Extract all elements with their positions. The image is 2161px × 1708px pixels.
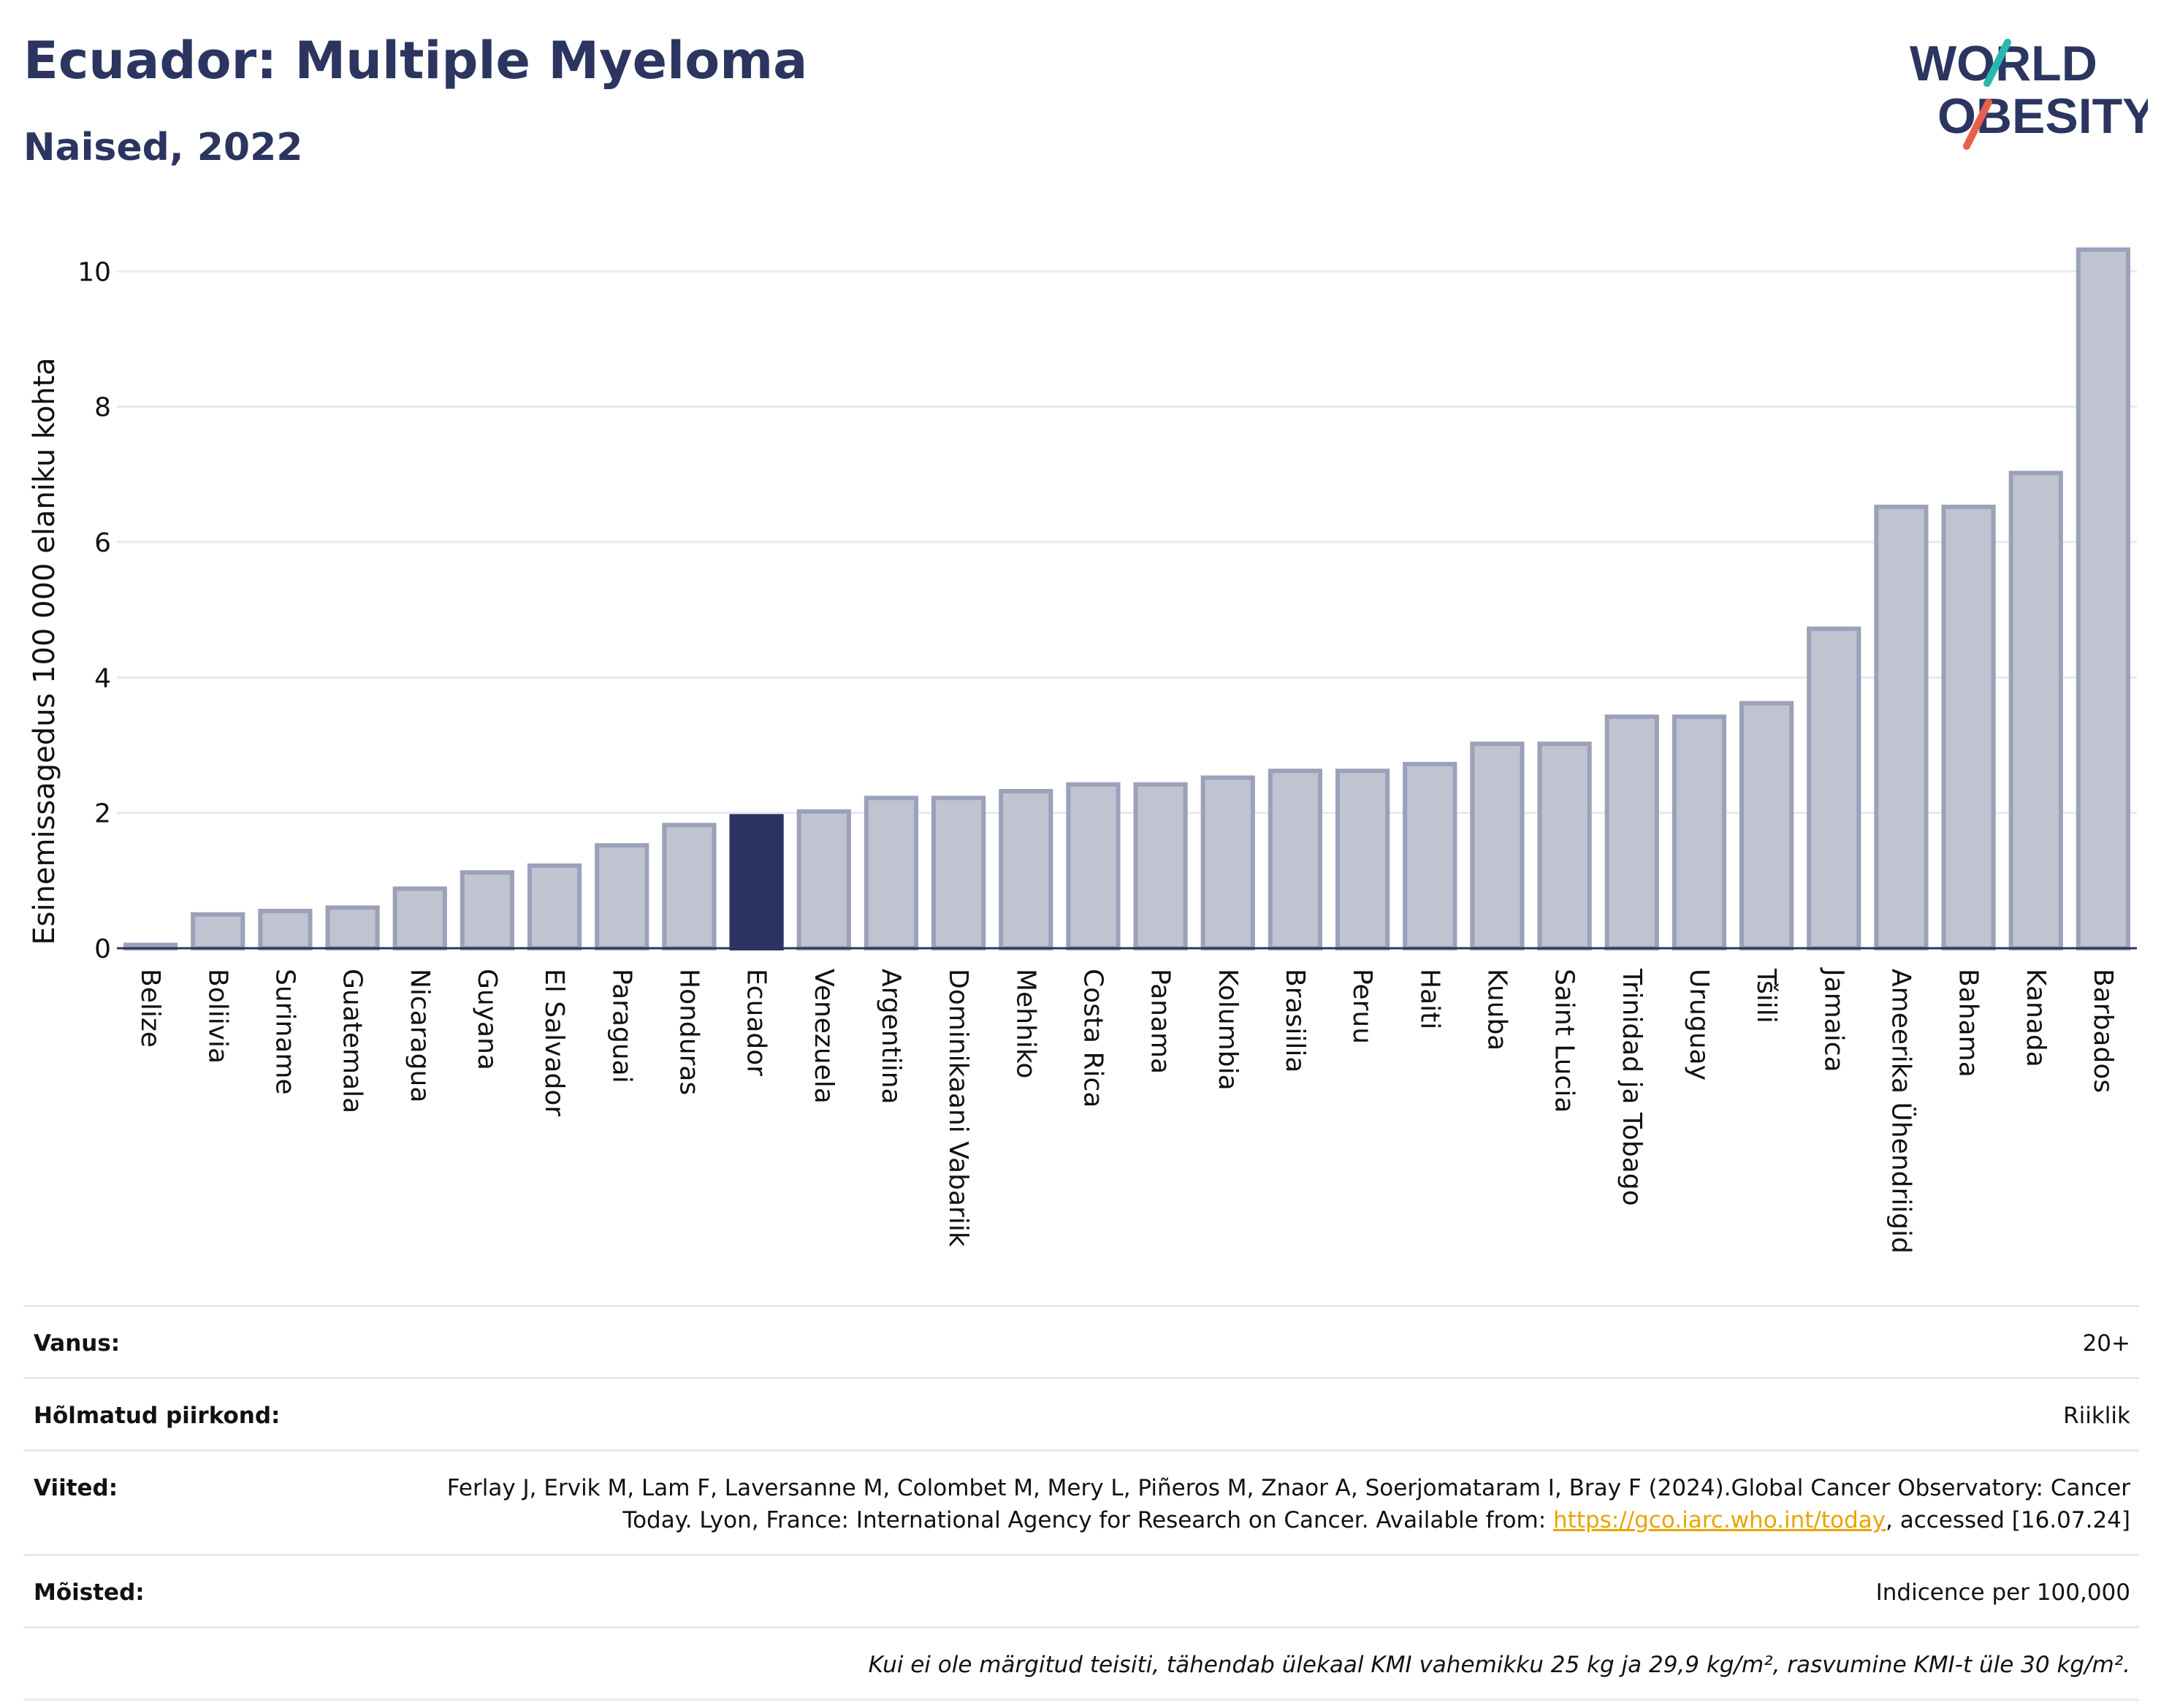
references-value: Ferlay J, Ervik M, Lam F, Laversanne M, … <box>392 1472 2130 1536</box>
bar-ecuador <box>729 814 784 951</box>
meta-row-definitions: Mõisted: Indicence per 100,000 <box>23 1554 2139 1626</box>
bar-boliivia <box>191 912 245 950</box>
bar-dominikaani-vabariik <box>931 796 986 951</box>
metadata-table: Vanus: 20+ Hõlmatud piirkond: Riiklik Vi… <box>23 1305 2139 1701</box>
bar-jamaica <box>1807 626 1861 950</box>
x-tick-label: Venezuela <box>809 969 839 1104</box>
x-tick-label: Saint Lucia <box>1550 969 1579 1113</box>
bar-peruu <box>1335 769 1390 951</box>
bar-tšiili <box>1739 701 1794 951</box>
bar-chart: 0 2 4 6 8 10 Belize Boliivia Suriname Guatemala N… <box>28 247 2137 1254</box>
bar-kanada <box>2008 470 2063 950</box>
grid-lines <box>117 270 2137 815</box>
definitions-label: Mõisted: <box>34 1579 145 1606</box>
x-tick-label: Trinidad ja Tobago <box>1617 968 1647 1206</box>
bar-kuuba <box>1470 741 1525 950</box>
region-value: Riiklik <box>2063 1403 2130 1429</box>
x-tick-label: Haiti <box>1414 969 1444 1029</box>
x-tick-label: Argentiina <box>876 969 906 1105</box>
definitions-value: Indicence per 100,000 <box>1875 1579 2130 1606</box>
bar-panama <box>1133 782 1188 951</box>
region-label: Hõlmatud piirkond: <box>34 1403 281 1429</box>
x-axis-labels: Belize Boliivia Suriname Guatemala Nicaragua… <box>135 967 2118 1254</box>
x-tick-label: Suriname <box>270 969 300 1095</box>
logo-slash-teal <box>1983 39 2011 87</box>
references-link[interactable]: https://gco.iarc.who.int/today <box>1553 1507 1886 1533</box>
meta-row-age: Vanus: 20+ <box>23 1305 2139 1377</box>
x-tick-label: Bahama <box>1954 969 1983 1078</box>
x-tick-label: El Salvador <box>539 969 569 1116</box>
meta-row-references: Viited: Ferlay J, Ervik M, Lam F, Lavers… <box>23 1449 2139 1554</box>
y-axis-label: Esinemissagedus 100 000 elaniku kohta <box>28 357 61 945</box>
x-tick-label: Brasiilia <box>1280 969 1310 1072</box>
bar-el-salvador <box>527 863 582 950</box>
age-label: Vanus: <box>34 1330 121 1357</box>
references-tail: , accessed [16.07.24] <box>1885 1507 2130 1533</box>
bar-paraguai <box>595 843 649 950</box>
bar-nicaragua <box>392 886 447 951</box>
bar-barbados <box>2076 247 2131 950</box>
bar-costa-rica <box>1066 782 1121 951</box>
x-tick-label: Kolumbia <box>1213 969 1243 1091</box>
y-tick-label: 0 <box>94 934 111 964</box>
x-tick-label: Panama <box>1146 969 1175 1074</box>
bars <box>123 247 2131 951</box>
x-tick-label: Jamaica <box>1818 967 1848 1072</box>
x-tick-label: Paraguai <box>606 969 636 1083</box>
bar-saint-lucia <box>1537 741 1592 950</box>
bar-trinidad-ja-tobago <box>1604 714 1659 951</box>
chart-title: Ecuador: Multiple Myeloma <box>23 31 808 91</box>
meta-row-footnote: Kui ei ole märgitud teisiti, tähendab ül… <box>23 1626 2139 1701</box>
meta-row-region: Hõlmatud piirkond: Riiklik <box>23 1377 2139 1449</box>
chart-subtitle: Naised, 2022 <box>23 126 303 169</box>
x-tick-label: Ameerika Ühendriigid <box>1886 969 1916 1254</box>
x-tick-label: Ecuador <box>742 969 771 1076</box>
x-tick-label: Belize <box>135 969 165 1048</box>
y-tick-label: 6 <box>94 528 111 558</box>
bar-kolumbia <box>1200 775 1255 950</box>
bar-argentiina <box>864 796 919 951</box>
references-label: Viited: <box>34 1475 118 1501</box>
x-tick-label: Guyana <box>472 969 502 1070</box>
y-tick-label: 8 <box>94 393 111 423</box>
y-axis-ticks: 0 2 4 6 8 10 <box>77 257 111 964</box>
bar-guatemala <box>325 905 380 951</box>
logo-slash-coral <box>1963 99 1992 150</box>
bar-guyana <box>460 870 515 951</box>
y-tick-label: 10 <box>77 257 111 287</box>
y-tick-label: 4 <box>94 663 111 693</box>
x-tick-label: Boliivia <box>202 969 232 1064</box>
x-tick-label: Guatemala <box>338 969 367 1113</box>
bar-brasiilia <box>1268 769 1323 951</box>
bar-honduras <box>662 823 717 951</box>
x-tick-label: Uruguay <box>1684 969 1714 1080</box>
bar-ameerika-ühendriigid <box>1874 504 1929 950</box>
world-obesity-logo: WORLD OBESITY <box>1910 36 2148 150</box>
x-tick-label: Honduras <box>674 969 704 1095</box>
bar-suriname <box>258 909 313 950</box>
x-tick-label: Peruu <box>1347 969 1377 1044</box>
bar-haiti <box>1403 761 1457 950</box>
footnote: Kui ei ole märgitud teisiti, tähendab ül… <box>868 1652 2130 1678</box>
x-tick-label: Tšiili <box>1751 968 1781 1023</box>
bar-mehhiko <box>999 789 1053 950</box>
age-value: 20+ <box>2082 1330 2130 1357</box>
bar-uruguay <box>1672 714 1727 951</box>
y-tick-label: 2 <box>94 799 111 829</box>
x-tick-label: Costa Rica <box>1078 969 1108 1107</box>
references-text: Ferlay J, Ervik M, Lam F, Laversanne M, … <box>446 1475 2130 1533</box>
x-tick-label: Mehhiko <box>1010 969 1040 1078</box>
x-tick-label: Kuuba <box>1482 969 1512 1051</box>
x-tick-label: Dominikaani Vabariik <box>943 969 973 1247</box>
x-tick-label: Kanada <box>2021 969 2051 1067</box>
bar-venezuela <box>796 809 851 951</box>
x-tick-label: Nicaragua <box>405 969 435 1102</box>
bar-bahama <box>1941 504 1996 950</box>
x-tick-label: Barbados <box>2088 969 2118 1093</box>
